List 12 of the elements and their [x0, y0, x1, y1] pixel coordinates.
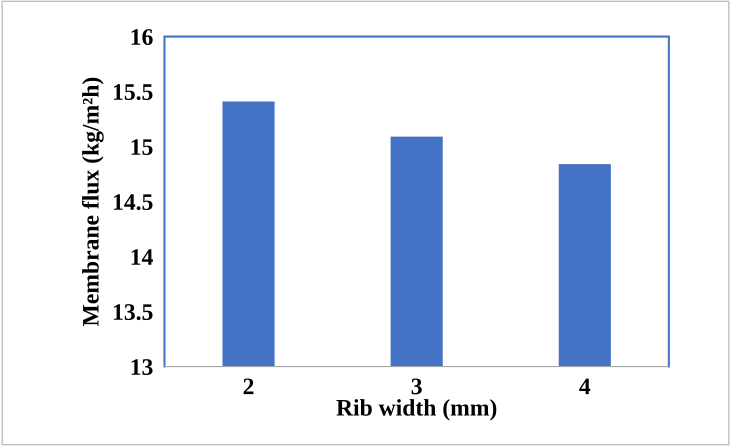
y-tick-label: 13.5	[114, 304, 152, 320]
x-tick-label: 4	[579, 378, 590, 394]
x-tick-label: 2	[244, 378, 254, 394]
x-axis-title: Rib width (mm)	[336, 399, 496, 421]
y-tick-label: 16	[132, 29, 153, 45]
y-tick-label: 14.5	[114, 194, 152, 210]
y-tick-label: 14	[132, 249, 153, 265]
y-tick-label: 15.5	[114, 84, 152, 100]
y-tick-label: 13	[132, 359, 153, 376]
y-axis-title: Membrane flux (kg/m²h)	[82, 78, 104, 326]
x-tick-label: 3	[412, 378, 422, 394]
y-tick-label: 15	[132, 139, 152, 156]
